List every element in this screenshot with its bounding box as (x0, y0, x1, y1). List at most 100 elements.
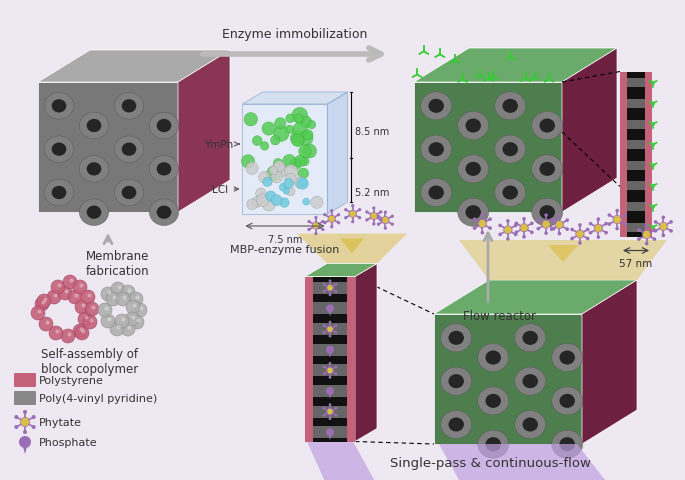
Circle shape (323, 222, 326, 225)
Circle shape (651, 185, 655, 189)
Circle shape (597, 218, 600, 221)
Circle shape (623, 214, 627, 217)
Circle shape (514, 222, 518, 226)
Circle shape (112, 296, 116, 300)
Polygon shape (178, 51, 230, 213)
Circle shape (390, 215, 394, 218)
Circle shape (47, 290, 61, 304)
Circle shape (586, 228, 590, 232)
Circle shape (608, 223, 611, 227)
Circle shape (653, 229, 658, 233)
Polygon shape (328, 311, 332, 317)
Circle shape (259, 172, 270, 183)
Circle shape (286, 188, 295, 196)
Circle shape (506, 238, 510, 241)
Circle shape (536, 228, 540, 231)
Polygon shape (555, 221, 564, 229)
Circle shape (42, 301, 45, 305)
Circle shape (256, 189, 266, 199)
Circle shape (271, 172, 283, 183)
Polygon shape (562, 49, 617, 213)
Circle shape (344, 216, 347, 220)
Circle shape (295, 156, 306, 168)
Circle shape (283, 155, 296, 168)
Circle shape (329, 335, 332, 338)
Circle shape (597, 236, 600, 240)
Polygon shape (434, 314, 582, 444)
Circle shape (82, 330, 86, 334)
Circle shape (615, 209, 619, 213)
Ellipse shape (122, 186, 136, 200)
Bar (313, 344, 347, 356)
Circle shape (323, 324, 325, 327)
Ellipse shape (114, 137, 144, 163)
Polygon shape (307, 442, 375, 480)
Circle shape (390, 223, 394, 226)
Circle shape (329, 362, 332, 365)
Circle shape (14, 425, 18, 429)
Circle shape (323, 214, 326, 217)
Ellipse shape (122, 143, 136, 156)
Polygon shape (370, 213, 378, 220)
Circle shape (323, 372, 325, 375)
Ellipse shape (45, 137, 73, 163)
Circle shape (522, 217, 526, 221)
Polygon shape (414, 49, 617, 83)
Circle shape (300, 117, 312, 129)
Circle shape (83, 315, 97, 329)
Circle shape (274, 161, 285, 172)
Circle shape (323, 407, 325, 409)
Ellipse shape (514, 324, 546, 352)
Ellipse shape (421, 136, 451, 164)
Ellipse shape (114, 180, 144, 206)
Circle shape (558, 232, 561, 236)
Circle shape (506, 220, 510, 223)
Circle shape (121, 286, 135, 300)
Ellipse shape (532, 199, 562, 227)
Polygon shape (242, 105, 327, 215)
Ellipse shape (157, 120, 171, 133)
Text: Flow reactor: Flow reactor (464, 309, 536, 323)
Circle shape (335, 283, 338, 286)
Circle shape (90, 319, 93, 323)
Circle shape (335, 324, 338, 327)
Ellipse shape (79, 200, 109, 226)
Circle shape (303, 199, 310, 205)
Circle shape (323, 290, 325, 293)
Bar (627, 141, 645, 150)
Circle shape (85, 302, 99, 316)
Ellipse shape (486, 351, 501, 365)
Circle shape (126, 300, 140, 314)
Bar (627, 120, 645, 129)
Circle shape (552, 218, 556, 222)
Circle shape (604, 222, 608, 226)
Ellipse shape (514, 367, 546, 396)
Ellipse shape (51, 100, 66, 113)
Circle shape (586, 237, 590, 241)
Circle shape (127, 326, 132, 330)
Ellipse shape (551, 344, 583, 372)
Ellipse shape (421, 93, 451, 120)
Bar (627, 223, 645, 232)
FancyBboxPatch shape (14, 373, 36, 387)
Circle shape (651, 226, 655, 230)
Circle shape (578, 242, 582, 245)
Circle shape (19, 436, 31, 448)
Polygon shape (20, 418, 30, 426)
Circle shape (23, 410, 27, 414)
Circle shape (321, 228, 325, 232)
Bar (313, 324, 347, 336)
Polygon shape (355, 264, 377, 442)
Circle shape (32, 415, 36, 419)
Polygon shape (382, 217, 389, 224)
Polygon shape (327, 326, 334, 333)
Polygon shape (642, 231, 651, 239)
Circle shape (651, 144, 655, 147)
Ellipse shape (532, 112, 562, 140)
Circle shape (653, 238, 656, 241)
Circle shape (35, 298, 49, 312)
Circle shape (286, 115, 295, 123)
Polygon shape (478, 220, 487, 228)
Text: 57 nm: 57 nm (619, 259, 653, 269)
Circle shape (121, 318, 125, 322)
